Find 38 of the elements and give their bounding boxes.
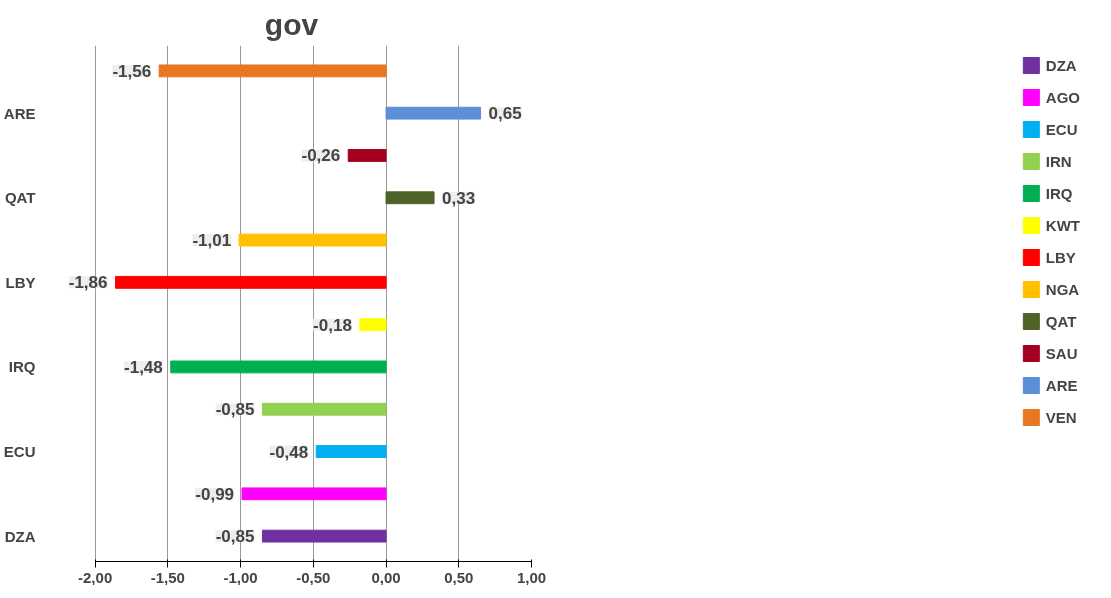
data-label: -1,48 xyxy=(124,357,163,377)
x-tick-label: 0,50 xyxy=(444,568,474,586)
data-label: -1,56 xyxy=(112,61,152,81)
x-tick-label: 0,00 xyxy=(371,568,401,586)
legend-label: IRQ xyxy=(1045,184,1073,202)
data-label: -1,01 xyxy=(192,231,232,251)
y-tick-label: ECU xyxy=(3,443,36,461)
legend-label: DZA xyxy=(1045,56,1077,74)
legend-label: VEN xyxy=(1045,408,1077,426)
legend-label: NGA xyxy=(1045,280,1080,298)
data-label: 0,33 xyxy=(442,188,476,208)
data-label: -0,85 xyxy=(215,400,255,420)
legend-label: KWT xyxy=(1045,216,1080,234)
legend-label: LBY xyxy=(1045,248,1076,266)
legend-label: AGO xyxy=(1045,88,1080,106)
x-tick-label: 1,00 xyxy=(516,568,547,586)
x-tick-label: -0,50 xyxy=(296,568,331,586)
data-label: -1,86 xyxy=(68,273,108,293)
x-tick-label: -1,00 xyxy=(223,568,258,586)
chart-title: gov xyxy=(264,7,319,41)
legend-label: ECU xyxy=(1045,120,1078,138)
legend-label: QAT xyxy=(1045,312,1077,330)
legend-label: ARE xyxy=(1045,376,1078,394)
data-label: -0,26 xyxy=(301,146,341,166)
legend-label: SAU xyxy=(1045,344,1078,362)
data-label: -0,85 xyxy=(215,527,255,547)
legend-label: IRN xyxy=(1045,152,1072,170)
y-tick-label: DZA xyxy=(4,527,36,545)
y-tick-label: QAT xyxy=(4,189,36,207)
x-tick-label: -2,00 xyxy=(78,568,113,586)
data-label: 0,65 xyxy=(488,104,522,124)
y-tick-label: LBY xyxy=(5,273,36,291)
y-tick-label: ARE xyxy=(3,104,36,122)
data-label: -0,99 xyxy=(195,484,235,504)
data-label: -0,18 xyxy=(313,315,352,335)
data-label: -0,48 xyxy=(269,442,309,462)
x-tick-label: -1,50 xyxy=(150,568,185,586)
y-tick-label: IRQ xyxy=(8,358,36,376)
